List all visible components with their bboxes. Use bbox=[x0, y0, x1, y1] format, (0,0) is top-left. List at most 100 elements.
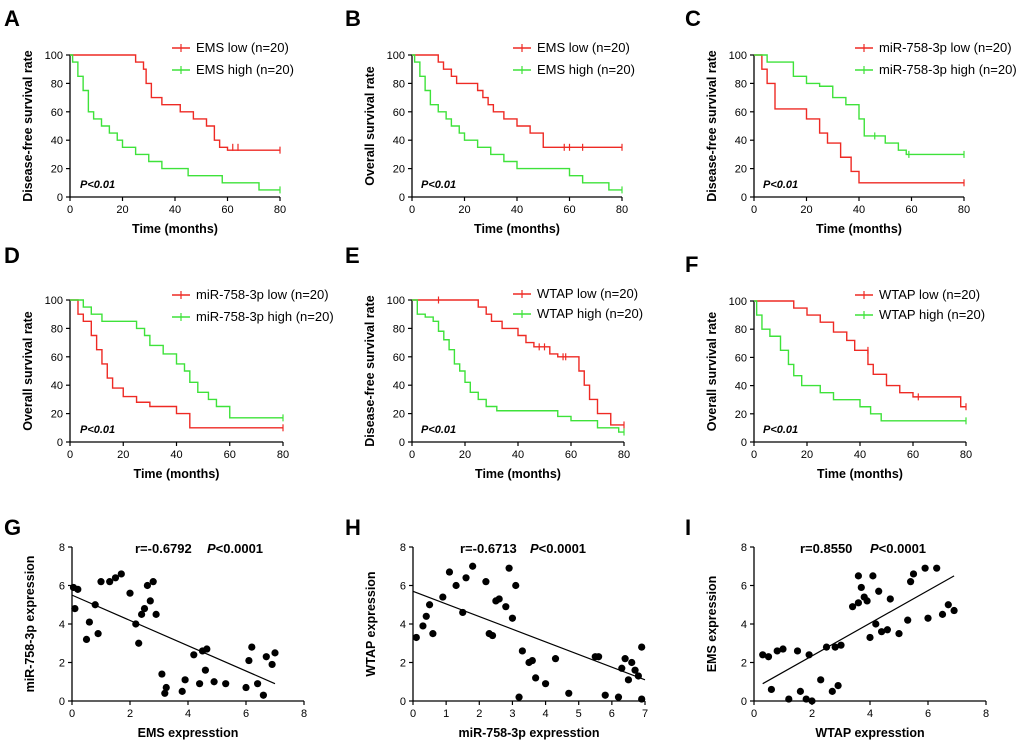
scatter-point bbox=[82, 635, 91, 644]
scatter-point bbox=[201, 666, 209, 674]
survival-curve-high bbox=[412, 299, 624, 433]
y-axis-title: Disease-free survival rate bbox=[363, 295, 377, 447]
scatter-point bbox=[439, 593, 447, 601]
p-value-text: P<0.01 bbox=[80, 179, 115, 191]
legend-label: WTAP low (n=20) bbox=[879, 287, 980, 302]
scatter-point bbox=[869, 572, 877, 580]
scatter-point bbox=[944, 601, 952, 609]
x-tick-label: 80 bbox=[960, 449, 972, 461]
scatter-point bbox=[140, 605, 149, 613]
scatter-point bbox=[933, 564, 941, 572]
correlation-r: r=-0.6792 bbox=[135, 541, 192, 556]
scatter-point bbox=[505, 564, 513, 572]
x-axis-title: miR-758-3p expresstion bbox=[458, 726, 599, 740]
scatter-point bbox=[863, 597, 871, 605]
x-tick-label: 20 bbox=[117, 449, 129, 461]
y-tick-label: 8 bbox=[59, 542, 65, 554]
y-tick-label: 0 bbox=[57, 437, 63, 449]
scatter-point bbox=[259, 691, 267, 699]
scatter-point bbox=[132, 620, 140, 628]
p-value-text: P<0.01 bbox=[763, 179, 798, 191]
x-tick-label: 40 bbox=[169, 204, 181, 216]
x-tick-label: 2 bbox=[809, 708, 815, 720]
p-value: <0.0001 bbox=[879, 541, 926, 556]
y-tick-label: 2 bbox=[59, 658, 65, 670]
scatter-point bbox=[866, 633, 874, 642]
y-tick-label: 80 bbox=[393, 78, 405, 90]
panel-label: B bbox=[345, 6, 361, 31]
panel-d: D 0 20 40 60 80 0 20 40 60 80 100 Time (months) Overa… bbox=[4, 243, 334, 481]
survival-curve-low bbox=[70, 299, 283, 429]
x-tick-label: 60 bbox=[565, 449, 577, 461]
correlation-p: P<0.0001 bbox=[207, 541, 263, 556]
y-tick-label: 4 bbox=[741, 619, 747, 631]
legend-label: miR-758-3p low (n=20) bbox=[879, 40, 1012, 55]
scatter-point bbox=[452, 581, 460, 590]
p-value-text: P<0.01 bbox=[421, 424, 456, 436]
x-tick-label: 4 bbox=[867, 708, 873, 720]
scatter-point bbox=[518, 647, 526, 655]
y-tick-label: 0 bbox=[399, 192, 405, 204]
regression-line bbox=[412, 590, 646, 681]
p-value-text: P<0.01 bbox=[763, 424, 798, 436]
scatter-point bbox=[508, 614, 517, 622]
legend-label: miR-758-3p low (n=20) bbox=[196, 287, 329, 302]
scatter-point bbox=[222, 680, 230, 688]
x-tick-label: 60 bbox=[905, 204, 917, 216]
scatter-point bbox=[459, 608, 467, 617]
scatter-point bbox=[541, 680, 550, 688]
correlation-p: P<0.0001 bbox=[870, 541, 926, 556]
x-tick-label: 40 bbox=[854, 449, 866, 461]
y-tick-label: 60 bbox=[51, 352, 63, 364]
scatter-point bbox=[624, 676, 633, 684]
scatter-point bbox=[245, 656, 253, 665]
y-tick-label: 80 bbox=[51, 78, 63, 90]
correlation-r: r=0.8550 bbox=[800, 541, 852, 556]
survival-curve-high bbox=[70, 299, 283, 419]
survival-curve-high bbox=[754, 54, 964, 156]
legend-label: WTAP low (n=20) bbox=[537, 286, 638, 301]
y-tick-label: 40 bbox=[735, 135, 747, 147]
scatter-point bbox=[210, 678, 218, 686]
scatter-point bbox=[117, 570, 125, 578]
panel-label: C bbox=[685, 6, 701, 31]
y-tick-label: 60 bbox=[735, 107, 747, 119]
y-tick-label: 40 bbox=[51, 135, 63, 147]
y-tick-label: 100 bbox=[729, 296, 747, 308]
x-tick-label: 4 bbox=[185, 708, 191, 720]
scatter-point bbox=[601, 691, 609, 699]
p-symbol: P bbox=[207, 541, 216, 556]
scatter-point bbox=[895, 630, 903, 638]
x-tick-label: 80 bbox=[274, 204, 286, 216]
panel-i: I 0 2 4 6 8 0 2 4 6 8 WTAP expresstion EMS expressio… bbox=[685, 515, 989, 740]
scatter-point bbox=[875, 587, 883, 595]
scatter-point bbox=[834, 682, 842, 690]
x-tick-label: 40 bbox=[170, 449, 182, 461]
x-tick-label: 2 bbox=[476, 708, 482, 720]
panel-f: F 0 20 40 60 80 0 20 40 60 80 100 Time (months) Overa… bbox=[685, 252, 985, 481]
scatter-point bbox=[271, 649, 279, 657]
scatter-point bbox=[532, 674, 540, 682]
y-tick-label: 0 bbox=[741, 696, 747, 708]
scatter-point bbox=[196, 680, 204, 688]
scatter-point bbox=[138, 610, 146, 618]
y-tick-label: 20 bbox=[735, 409, 747, 421]
scatter-point bbox=[462, 574, 470, 582]
scatter-point bbox=[793, 647, 802, 655]
x-tick-label: 0 bbox=[751, 204, 757, 216]
scatter-point bbox=[91, 601, 99, 609]
legend-label: WTAP high (n=20) bbox=[537, 306, 643, 321]
y-tick-label: 8 bbox=[400, 542, 406, 554]
x-tick-label: 40 bbox=[511, 204, 523, 216]
y-tick-label: 6 bbox=[59, 581, 65, 593]
x-tick-label: 20 bbox=[458, 204, 470, 216]
scatter-point bbox=[181, 676, 189, 684]
scatter-point bbox=[886, 595, 894, 603]
scatter-point bbox=[857, 583, 865, 592]
scatter-point bbox=[854, 599, 863, 607]
panel-label: D bbox=[4, 243, 20, 268]
y-tick-label: 20 bbox=[393, 164, 405, 176]
y-axis-title: Overall survival rate bbox=[363, 66, 377, 186]
p-symbol: P bbox=[870, 541, 879, 556]
y-tick-label: 2 bbox=[400, 658, 406, 670]
